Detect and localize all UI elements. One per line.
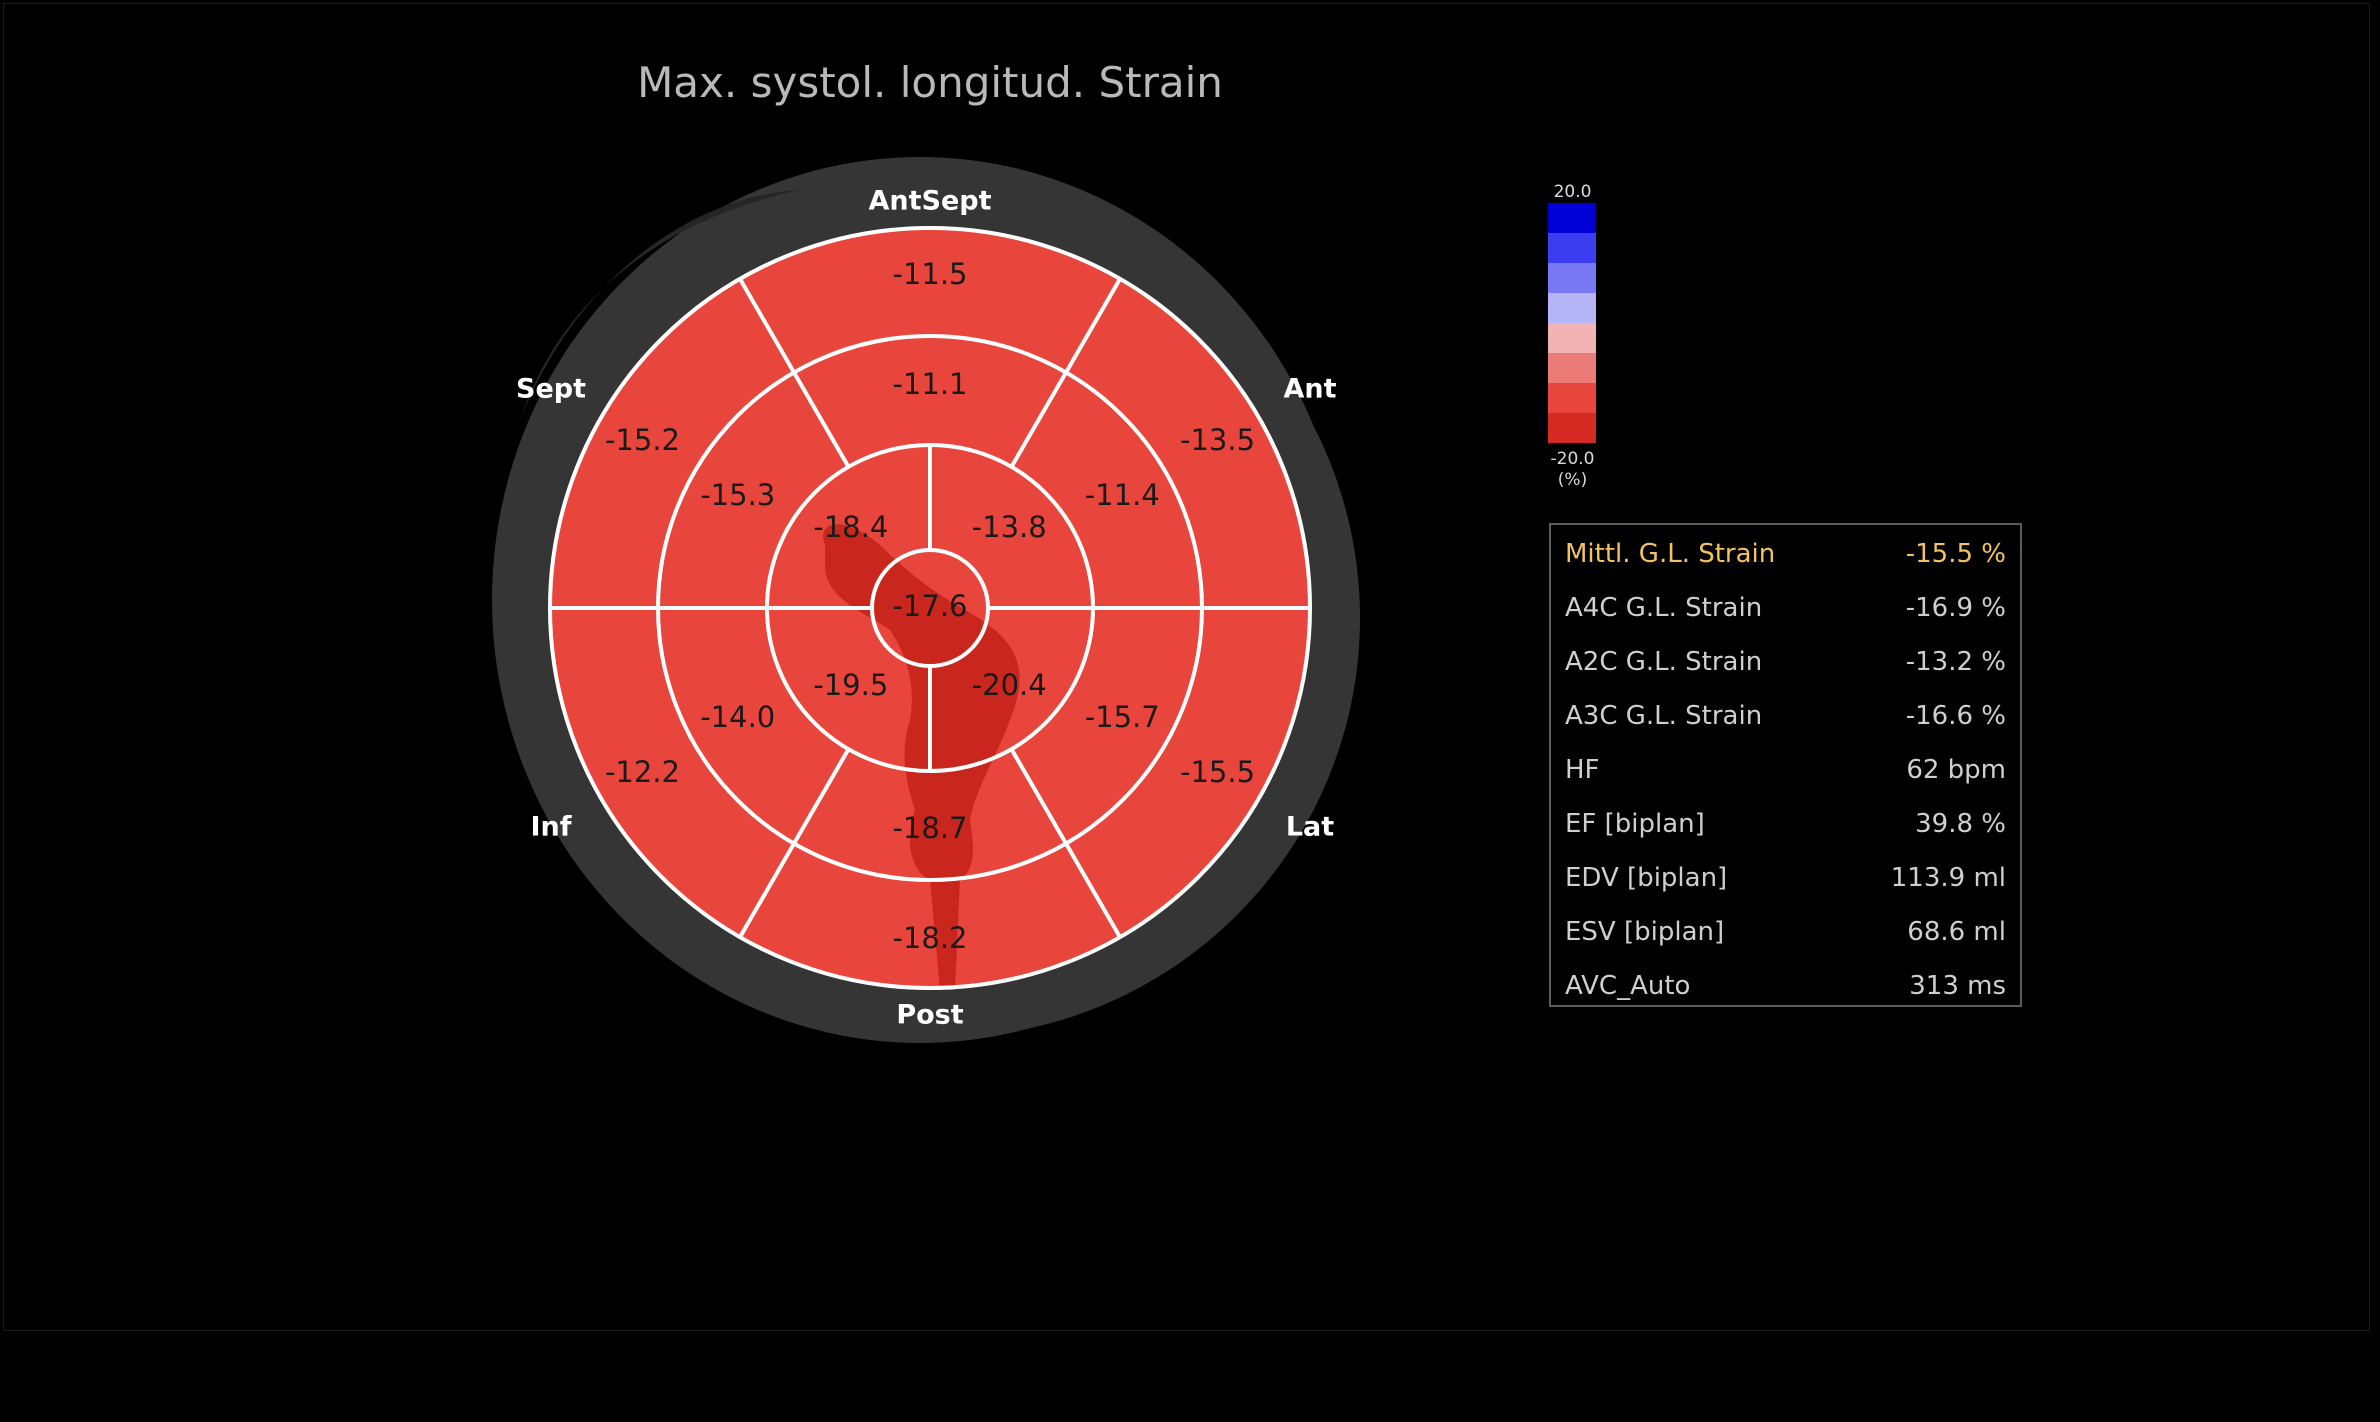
apical-value-inf: -19.5 (813, 668, 888, 702)
wall-label-lat: Lat (1286, 812, 1334, 843)
colorbar-max-label: 20.0 (1553, 182, 1592, 202)
metric-row: EF [biplan] 39.8 % (1565, 797, 2006, 851)
basal-divider-0 (738, 277, 796, 374)
metric-row: HF 62 bpm (1565, 743, 2006, 797)
metric-label: EF [biplan] (1565, 809, 1705, 839)
metric-row: EDV [biplan] 113.9 ml (1565, 851, 2006, 905)
metric-label: ESV [biplan] (1565, 917, 1725, 947)
basal-value-ant: -13.5 (1180, 423, 1255, 457)
mid-value-ant: -11.4 (1085, 478, 1160, 512)
metric-value: 113.9 ml (1890, 863, 2006, 893)
basal-divider-4 (738, 842, 796, 939)
mid-divider-3 (1009, 748, 1068, 845)
metric-label: A3C G.L. Strain (1565, 701, 1763, 731)
colorbar-step-7 (1548, 413, 1596, 443)
apical-value-ant: -13.8 (972, 510, 1047, 544)
apical-value-lat: -20.4 (972, 668, 1047, 702)
basal-value-lat: -15.5 (1180, 755, 1255, 789)
metric-label: A2C G.L. Strain (1565, 647, 1763, 677)
mid-divider-4 (792, 748, 851, 845)
metric-label: EDV [biplan] (1565, 863, 1728, 893)
metric-value: 62 bpm (1906, 755, 2006, 785)
colorbar-step-0 (1548, 203, 1596, 233)
plot-frame (3, 3, 2370, 1331)
mid-divider-0 (792, 371, 851, 468)
colorbar (1548, 203, 1596, 443)
colorbar-step-2 (1548, 263, 1596, 293)
wall-label-antsept: AntSept (868, 186, 991, 217)
metric-label: AVC_Auto (1565, 971, 1691, 1001)
wall-label-post: Post (896, 1000, 963, 1031)
metric-row: AVC_Auto 313 ms (1565, 959, 2006, 1013)
mid-value-post: -18.7 (892, 811, 967, 845)
metric-value: -16.6 % (1905, 701, 2006, 731)
low-strain-region (823, 524, 1020, 990)
metrics-table: Mittl. G.L. Strain -15.5 % A4C G.L. Strain… (1549, 523, 2022, 1007)
metric-label: Mittl. G.L. Strain (1565, 539, 1776, 569)
basal-value-antsept: -11.5 (892, 257, 967, 291)
metric-value: 39.8 % (1915, 809, 2006, 839)
wall-label-ant: Ant (1283, 374, 1336, 405)
mid-value-inf: -14.0 (700, 700, 775, 734)
metric-value: 313 ms (1909, 971, 2006, 1001)
metric-label: A4C G.L. Strain (1565, 593, 1763, 623)
apex-value: -17.6 (892, 589, 967, 623)
metric-row: ESV [biplan] 68.6 ml (1565, 905, 2006, 959)
mid-value-lat: -15.7 (1085, 700, 1160, 734)
mid-divider-1 (1009, 371, 1068, 468)
colorbar-step-4 (1548, 323, 1596, 353)
basal-value-sept: -15.2 (605, 423, 680, 457)
mid-value-sept: -15.3 (700, 478, 775, 512)
colorbar-step-5 (1548, 353, 1596, 383)
metric-value: -13.2 % (1905, 647, 2006, 677)
mid-value-antsept: -11.1 (892, 367, 967, 401)
metric-row: A2C G.L. Strain -13.2 % (1565, 635, 2006, 689)
apical-value-sept: -18.4 (813, 510, 888, 544)
metric-label: HF (1565, 755, 1600, 785)
chart-title: Max. systol. longitud. Strain (637, 58, 1223, 107)
basal-value-post: -18.2 (892, 921, 967, 955)
metric-row: A3C G.L. Strain -16.6 % (1565, 689, 2006, 743)
metric-row: A4C G.L. Strain -16.9 % (1565, 581, 2006, 635)
metric-value: -16.9 % (1905, 593, 2006, 623)
colorbar-step-6 (1548, 383, 1596, 413)
wall-label-inf: Inf (530, 812, 571, 843)
colorbar-step-1 (1548, 233, 1596, 263)
colorbar-unit-label: (%) (1557, 470, 1588, 490)
basal-divider-3 (1064, 842, 1122, 939)
wall-label-sept: Sept (516, 374, 586, 405)
metric-value: 68.6 ml (1907, 917, 2006, 947)
colorbar-min-label: -20.0 (1550, 449, 1595, 469)
basal-value-inf: -12.2 (605, 755, 680, 789)
basal-divider-1 (1064, 277, 1122, 374)
metric-row: Mittl. G.L. Strain -15.5 % (1565, 527, 2006, 581)
metric-value: -15.5 % (1905, 539, 2006, 569)
colorbar-step-3 (1548, 293, 1596, 323)
